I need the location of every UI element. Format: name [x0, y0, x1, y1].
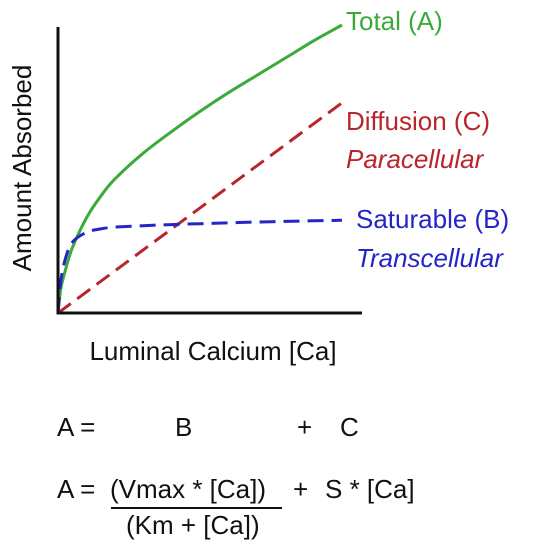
- y-axis-label: Amount Absorbed: [7, 65, 37, 272]
- equation-2-rhs: S * [Ca]: [325, 474, 415, 504]
- series-sublabel-saturable-b: Transcellular: [356, 243, 504, 273]
- equation-2-numerator: (Vmax * [Ca]): [110, 474, 267, 504]
- equation-2-lhs: A =: [57, 474, 96, 504]
- equation-2-denominator: (Km + [Ca]): [126, 510, 260, 540]
- equation-1-plus: +: [297, 412, 313, 442]
- series-sublabel-diffusion-c: Paracellular: [346, 144, 485, 174]
- series-label-diffusion-c: Diffusion (C): [346, 106, 490, 136]
- axes: [56, 27, 362, 315]
- equation-1-term-c: C: [340, 412, 359, 442]
- series-line-total-a: [56, 23, 343, 314]
- series-layer: [56, 23, 343, 315]
- fraction-bar: [111, 507, 282, 509]
- series-labels: Total (A) Diffusion (C) Paracellular Satura…: [346, 6, 509, 273]
- series-label-total-a: Total (A): [346, 6, 443, 36]
- equation-2-plus: +: [293, 474, 309, 504]
- x-axis-label: Luminal Calcium [Ca]: [89, 336, 336, 366]
- series-label-saturable-b: Saturable (B): [356, 204, 509, 234]
- series-line-saturable-b: [56, 218, 343, 314]
- equation-1-lhs: A =: [57, 412, 96, 442]
- series-line-diffusion-c: [57, 101, 343, 315]
- equation-1-term-b: B: [175, 412, 193, 442]
